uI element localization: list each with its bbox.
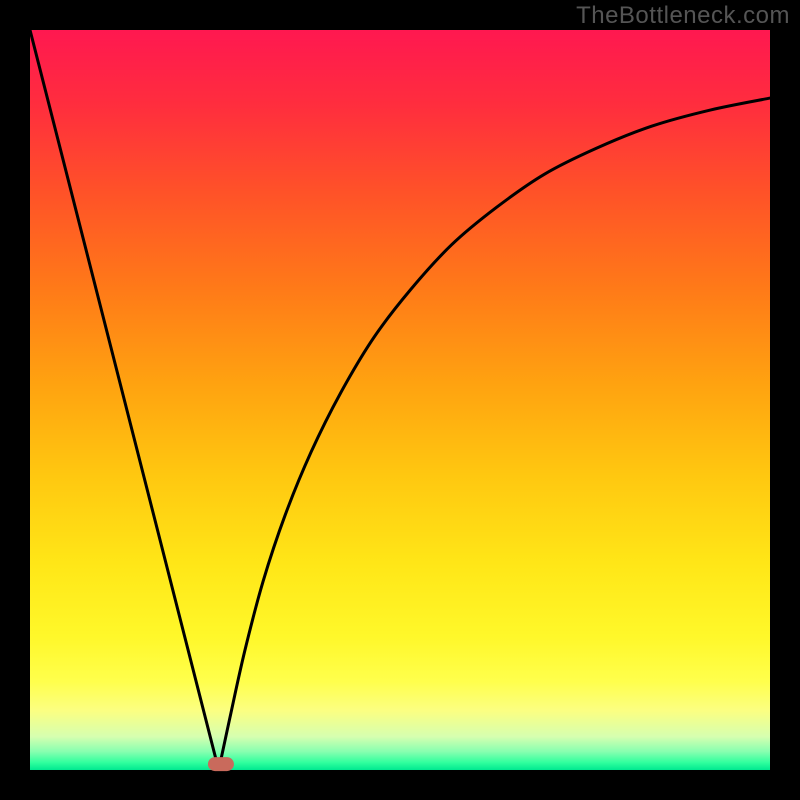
watermark-label: TheBottleneck.com <box>576 2 790 30</box>
bottleneck-chart <box>0 0 800 800</box>
optimum-marker <box>208 757 234 771</box>
chart-stage: TheBottleneck.com <box>0 0 800 800</box>
plot-background <box>30 30 770 770</box>
